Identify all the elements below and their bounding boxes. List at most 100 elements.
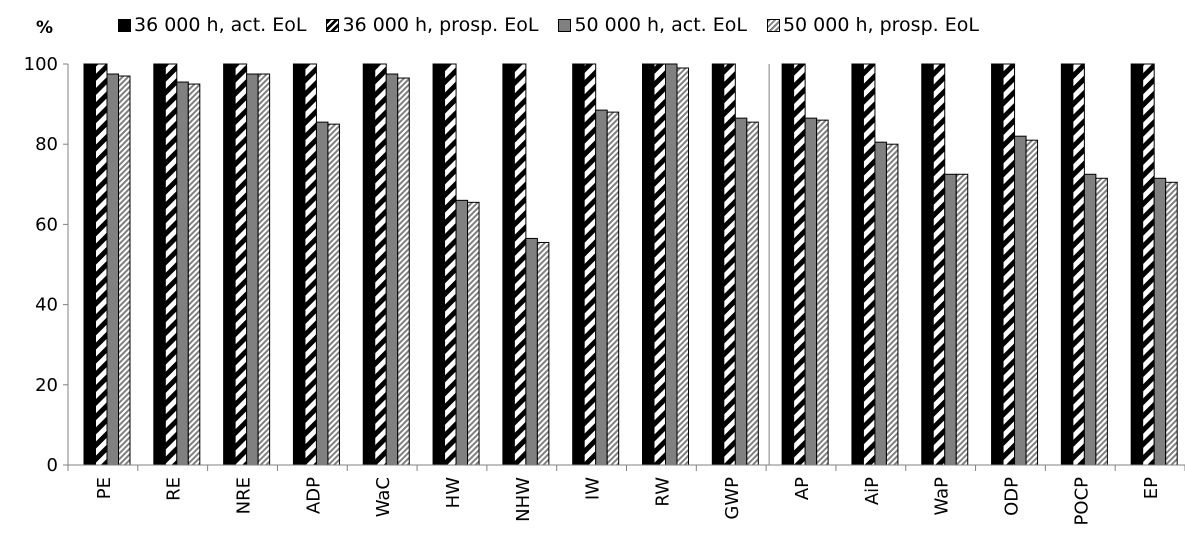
x-tick-label-IW: IW	[583, 477, 604, 500]
bar-NRE-series-2	[234, 63, 248, 466]
y-tick-label: 20	[35, 375, 58, 396]
bar-AiP-series-3	[874, 141, 887, 466]
bar-POCP-series-1	[1060, 63, 1074, 466]
bar-HW-series-3	[455, 199, 469, 466]
y-unit-label: %	[36, 18, 54, 38]
bar-RW-series-4	[676, 67, 689, 466]
bar-RW-series-1	[642, 63, 655, 466]
legend-swatch-solid-gray	[558, 18, 572, 32]
bar-NHW-series-4	[536, 241, 550, 466]
bar-IW-series-1	[572, 63, 585, 466]
bar-RW-series-2	[653, 63, 666, 466]
bar-RE-series-3	[176, 81, 189, 466]
y-tick-label: 40	[35, 295, 58, 316]
bar-NRE-series-3	[246, 73, 259, 466]
y-tick-label: 60	[35, 214, 58, 235]
x-tick-label-ADP: ADP	[303, 477, 324, 514]
bar-AP-series-4	[816, 119, 829, 466]
bar-WaP-series-2	[932, 63, 946, 466]
legend-swatch-solid-black	[118, 18, 131, 32]
bar-HW-series-2	[444, 63, 457, 466]
bar-GWP-series-1	[711, 63, 725, 466]
bar-PE-series-2	[95, 63, 108, 466]
legend-label: 36 000 h, act. EoL	[134, 14, 307, 36]
bar-RW-series-3	[665, 63, 678, 466]
y-tick-label: 80	[35, 134, 58, 155]
bar-RE-series-1	[153, 63, 166, 466]
x-tick-label-WaP: WaP	[932, 477, 953, 516]
bar-ODP-series-4	[1025, 139, 1039, 466]
x-tick-label-EP: EP	[1141, 477, 1162, 499]
x-tick-label-POCP: POCP	[1071, 477, 1092, 526]
bar-EP-series-2	[1142, 63, 1155, 466]
bar-ADP-series-4	[327, 123, 340, 466]
bar-EP-series-1	[1130, 63, 1144, 466]
legend-label: 36 000 h, prosp. EoL	[342, 14, 539, 36]
bar-IW-series-4	[606, 111, 620, 466]
bar-WaP-series-1	[921, 63, 934, 466]
x-tick-label-NHW: NHW	[513, 477, 534, 522]
x-tick-label-ODP: ODP	[1001, 477, 1022, 516]
bar-ADP-series-3	[315, 121, 329, 466]
bar-ODP-series-3	[1014, 135, 1027, 466]
bar-EP-series-3	[1153, 177, 1167, 466]
bar-HW-series-1	[432, 63, 446, 466]
bar-WaP-series-4	[955, 173, 969, 466]
y-tick-label: 100	[24, 54, 58, 75]
legend-item-3: 50 000 h, act. EoL	[558, 14, 747, 36]
bar-IW-series-2	[583, 63, 597, 466]
bar-NRE-series-4	[257, 73, 271, 466]
bar-GWP-series-3	[734, 117, 748, 466]
plot-area: 0 20 40 60 80 100 PE RE NRE ADP WaC HW NHW IW RW GWP AP A…	[24, 54, 1185, 525]
bar-IW-series-3	[595, 109, 608, 466]
bar-PE-series-1	[83, 63, 96, 466]
bar-AP-series-3	[804, 117, 818, 466]
bar-AP-series-2	[793, 63, 806, 466]
bar-POCP-series-2	[1072, 63, 1085, 466]
bar-ODP-series-1	[991, 63, 1004, 466]
bar-ADP-series-1	[292, 63, 306, 466]
legend-swatch-diagonal-black	[326, 18, 340, 32]
bar-NHW-series-1	[502, 63, 515, 466]
bar-AiP-series-4	[885, 143, 899, 466]
bar-RE-series-4	[187, 83, 201, 466]
legend-label: 50 000 h, act. EoL	[574, 14, 747, 36]
bar-GWP-series-4	[746, 121, 759, 466]
x-tick-label-RE: RE	[164, 477, 185, 501]
bar-ODP-series-2	[1002, 63, 1016, 466]
bar-ADP-series-2	[304, 63, 317, 466]
x-tick-label-NRE: NRE	[234, 477, 255, 514]
x-tick-label-WaC: WaC	[373, 477, 394, 517]
x-tick-label-AiP: AiP	[862, 477, 883, 505]
bar-POCP-series-4	[1095, 177, 1108, 466]
bar-PE-series-3	[106, 73, 119, 466]
bar-GWP-series-2	[723, 63, 736, 466]
x-tick-label-PE: PE	[94, 477, 115, 499]
bar-NHW-series-3	[525, 237, 538, 466]
bar-EP-series-4	[1165, 181, 1178, 466]
x-tick-label-HW: HW	[443, 477, 464, 509]
bar-NHW-series-2	[513, 63, 527, 466]
y-tick-label: 0	[47, 455, 58, 476]
legend-item-1: 36 000 h, act. EoL	[118, 14, 306, 36]
bar-WaC-series-4	[397, 77, 410, 466]
legend-label: 50 000 h, prosp. EoL	[782, 14, 979, 36]
bar-AiP-series-1	[851, 63, 864, 466]
x-tick-label-GWP: GWP	[722, 477, 743, 520]
x-tick-label-AP: AP	[792, 477, 813, 500]
legend-item-4: 50 000 h, prosp. EoL	[766, 14, 979, 36]
bar-WaP-series-3	[944, 173, 957, 466]
bar-WaC-series-3	[385, 73, 399, 466]
legend-swatch-diagonal-gray	[766, 18, 780, 32]
bar-NRE-series-1	[223, 63, 236, 466]
legend-item-2: 36 000 h, prosp. EoL	[326, 14, 538, 36]
bar-AP-series-1	[781, 63, 795, 466]
bar-AiP-series-2	[862, 63, 876, 466]
x-tick-label-RW: RW	[652, 477, 673, 507]
bar-WaC-series-2	[374, 63, 387, 466]
bar-WaC-series-1	[362, 63, 376, 466]
bar-PE-series-4	[118, 75, 131, 466]
bar-POCP-series-3	[1083, 173, 1097, 466]
legend: 36 000 h, act. EoL 36 000 h, prosp. EoL …	[118, 14, 979, 36]
